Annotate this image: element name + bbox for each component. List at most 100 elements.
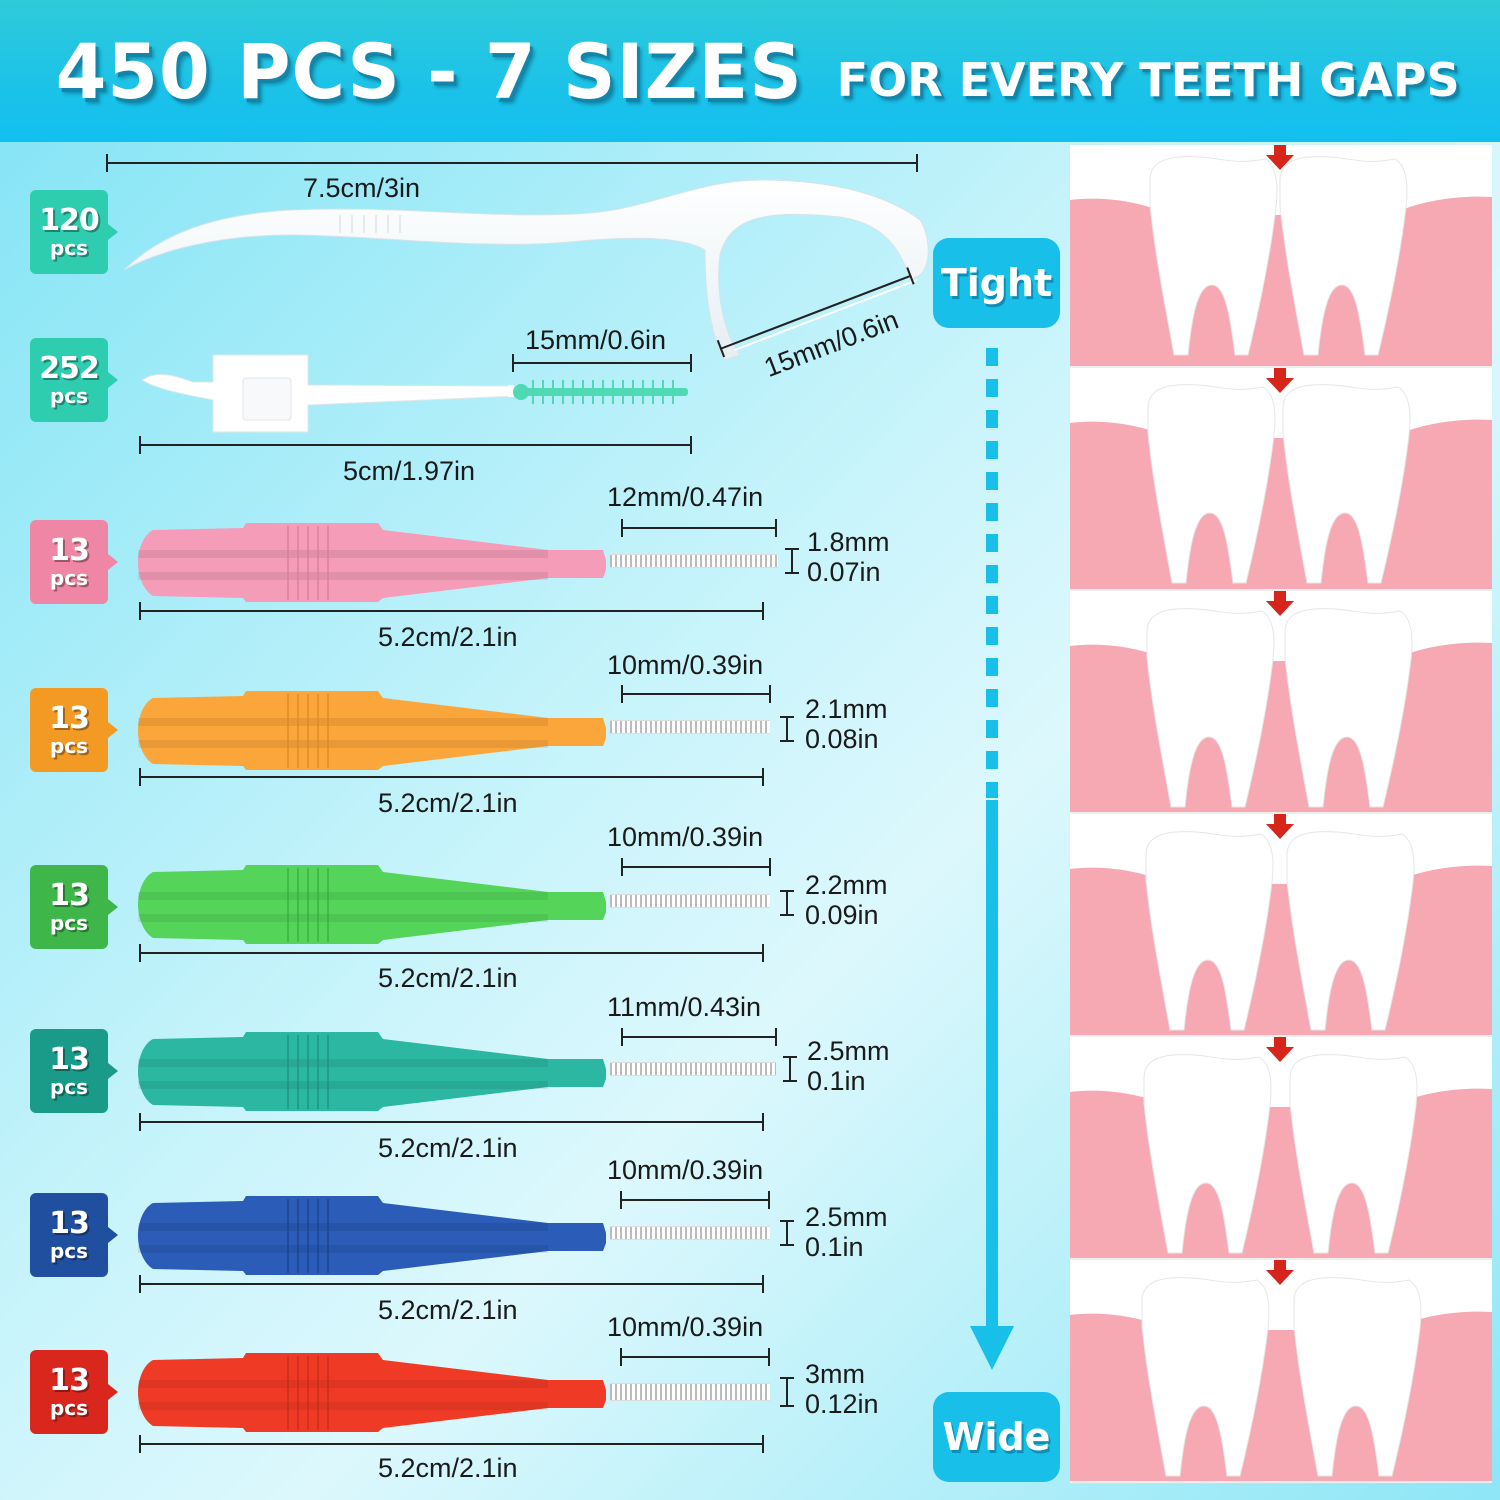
- badge-count: 13: [49, 1206, 90, 1241]
- handle-length-label: 5.2cm/2.1in: [378, 1133, 518, 1163]
- diameter-mm: 2.1mm: [805, 694, 888, 724]
- diameter-in: 0.12in: [805, 1389, 879, 1419]
- bristle-pink: [610, 554, 778, 568]
- count-badge-rubber-pick: 252 pcs: [30, 338, 118, 422]
- handle-length-line: [139, 602, 764, 620]
- handle-length-label: 5.2cm/2.1in: [378, 622, 518, 652]
- diameter-mm: 2.5mm: [807, 1036, 890, 1066]
- banner: 450 PCS - 7 SIZES FOR EVERY TEETH GAPS: [0, 0, 1500, 142]
- rubber-pick-length-line: [139, 436, 692, 454]
- count-badge-floss-pick: 120 pcs: [30, 190, 118, 274]
- brush-length-label: 12mm/0.47in: [607, 482, 764, 512]
- teeth-panel-2: [1070, 368, 1492, 591]
- bristle-red: [610, 1383, 770, 1401]
- count-badge-teal: 13 pcs: [30, 1029, 118, 1113]
- brush-handle-red: [138, 1353, 606, 1432]
- arrow-down-icon: [970, 1326, 1014, 1370]
- handle-length-label: 5.2cm/2.1in: [378, 1295, 518, 1325]
- handle-length-line: [139, 944, 764, 962]
- brush-length-line: [621, 858, 771, 876]
- solid-scale-line: [986, 800, 998, 1330]
- red-arrow-icon: [1266, 145, 1294, 170]
- brush-handle-blue: [138, 1196, 606, 1275]
- badge-unit: pcs: [49, 734, 89, 758]
- banner-headline: 450 PCS - 7 SIZES: [55, 26, 804, 116]
- rubber-pick-length-label: 5cm/1.97in: [343, 456, 476, 486]
- brush-length-line: [621, 1028, 777, 1046]
- diameter-mm: 2.5mm: [805, 1202, 888, 1232]
- teeth-panel-6: [1070, 1260, 1492, 1483]
- brush-length-line: [620, 1191, 770, 1209]
- diameter-mm: 2.2mm: [805, 870, 888, 900]
- wide-label: Wide: [933, 1392, 1060, 1482]
- badge-unit: pcs: [49, 1396, 89, 1420]
- bristle-green: [610, 894, 770, 908]
- count-badge-green: 13 pcs: [30, 865, 118, 949]
- teeth-panel-5: [1070, 1037, 1492, 1260]
- badge-unit: pcs: [49, 1239, 89, 1263]
- badge-count: 13: [49, 1363, 90, 1398]
- diameter-in: 0.1in: [805, 1232, 864, 1262]
- brush-length-line: [621, 519, 777, 537]
- count-badge-pink: 13 pcs: [30, 520, 118, 604]
- floss-pick-length-label: 7.5cm/3in: [303, 173, 421, 203]
- count-badge-orange: 13 pcs: [30, 688, 118, 772]
- count-badge-blue: 13 pcs: [30, 1193, 118, 1277]
- handle-length-label: 5.2cm/2.1in: [378, 1453, 518, 1483]
- handle-length-line: [139, 768, 764, 786]
- brush-handle-teal: [138, 1032, 606, 1111]
- diameter-marker: [780, 716, 794, 742]
- brush-length-line: [620, 1348, 770, 1366]
- diameter-marker: [783, 1056, 797, 1082]
- diameter-in: 0.08in: [805, 724, 879, 754]
- badge-unit: pcs: [49, 236, 89, 260]
- brush-handle-green: [138, 865, 606, 944]
- rubber-tip-length-line: [512, 354, 692, 372]
- brush-length-line: [621, 685, 771, 703]
- teeth-panel-1: [1070, 145, 1492, 368]
- brush-handle-orange: [138, 691, 606, 770]
- brush-length-label: 10mm/0.39in: [607, 822, 764, 852]
- brush-length-label: 11mm/0.43in: [607, 992, 762, 1022]
- handle-length-line: [139, 1275, 764, 1293]
- rubber-tip-length-label: 15mm/0.6in: [525, 325, 667, 355]
- teeth-gap-panels: [1070, 145, 1492, 1483]
- diameter-in: 0.1in: [807, 1066, 866, 1096]
- badge-count: 13: [49, 1042, 90, 1077]
- diameter-marker: [785, 548, 799, 574]
- count-badge-red: 13 pcs: [30, 1350, 118, 1434]
- banner-subline: FOR EVERY TEETH GAPS: [836, 53, 1460, 107]
- brush-handle-pink: [138, 523, 606, 602]
- brush-length-label: 10mm/0.39in: [607, 1312, 764, 1342]
- badge-count: 13: [49, 701, 90, 736]
- badge-unit: pcs: [49, 566, 89, 590]
- brush-length-label: 10mm/0.39in: [607, 650, 764, 680]
- rubber-pick-image: [141, 354, 688, 433]
- badge-count: 13: [49, 533, 90, 568]
- bristle-teal: [610, 1062, 776, 1076]
- teeth-panel-3: [1070, 591, 1492, 814]
- diameter-marker: [780, 1220, 794, 1246]
- handle-length-label: 5.2cm/2.1in: [378, 963, 518, 993]
- bristle-orange: [610, 720, 770, 734]
- diameter-marker: [780, 1377, 794, 1407]
- handle-length-line: [139, 1435, 764, 1453]
- diameter-marker: [780, 890, 794, 916]
- badge-unit: pcs: [49, 384, 89, 408]
- badge-unit: pcs: [49, 911, 89, 935]
- badge-count: 252: [39, 351, 100, 386]
- brush-length-label: 10mm/0.39in: [607, 1155, 764, 1185]
- teeth-panel-4: [1070, 814, 1492, 1037]
- floss-pick-length-line: [106, 154, 918, 172]
- diameter-in: 0.07in: [807, 557, 881, 587]
- handle-length-label: 5.2cm/2.1in: [378, 788, 518, 818]
- diameter-mm: 3mm: [805, 1359, 865, 1389]
- diameter-in: 0.09in: [805, 900, 879, 930]
- badge-count: 120: [39, 203, 100, 238]
- dashed-scale-line: [986, 348, 998, 798]
- handle-length-line: [139, 1113, 764, 1131]
- floss-pick-image: [123, 179, 929, 361]
- badge-count: 13: [49, 878, 90, 913]
- badge-unit: pcs: [49, 1075, 89, 1099]
- bristle-blue: [610, 1226, 770, 1240]
